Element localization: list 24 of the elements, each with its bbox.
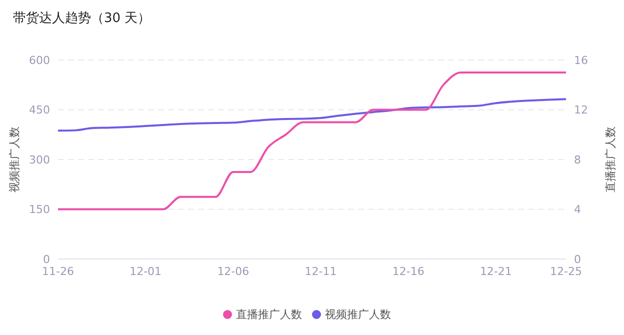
y2-axis-title: 直播推广人数: [604, 126, 617, 192]
chart-title: 带货达人趋势（30 天）: [13, 10, 151, 27]
y-tick-label: 0: [43, 252, 50, 266]
x-tick-label: 12-21: [480, 264, 512, 278]
x-tick-label: 12-16: [392, 264, 424, 278]
y2-tick-label: 8: [574, 153, 581, 166]
y2-tick-label: 12: [574, 104, 588, 117]
line-series: [57, 98, 567, 132]
x-tick-label: 12-11: [304, 264, 337, 278]
legend-label: 直播推广人数: [236, 308, 302, 321]
x-tick-label: 12-25: [550, 264, 582, 278]
y-tick-label: 300: [29, 153, 50, 166]
x-tick-label: 11-26: [42, 264, 74, 278]
x-tick-label: 12-01: [130, 264, 162, 278]
legend-label: 视频推广人数: [325, 308, 391, 321]
y2-tick-label: 16: [574, 54, 588, 67]
y2-tick-label: 0: [574, 252, 581, 266]
x-tick-label: 12-06: [217, 264, 250, 278]
y-tick-label: 600: [29, 54, 50, 67]
y-tick-label: 450: [29, 104, 50, 117]
line-series: [57, 71, 567, 210]
y2-tick-label: 4: [574, 203, 581, 216]
y-tick-label: 150: [29, 203, 50, 216]
y-axis-title: 视频推广人数: [8, 126, 21, 192]
